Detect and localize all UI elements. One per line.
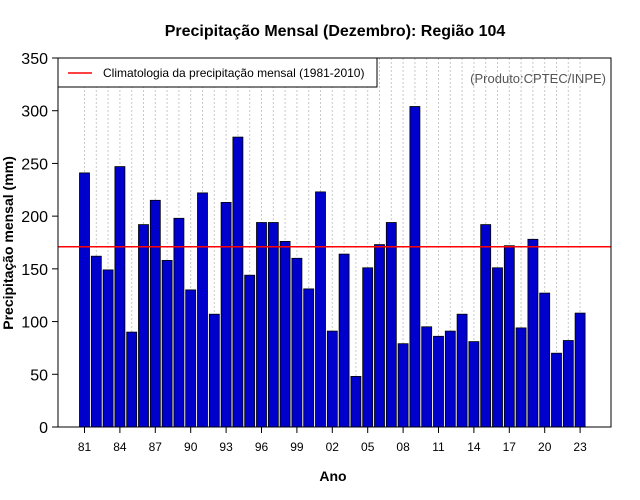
bar-1984 [114,166,126,428]
bar-1983 [102,269,114,428]
y-axis: 0 50 100 150 200 250 300 350 [21,51,58,437]
bar-1991 [197,192,208,428]
bar-2010 [421,326,433,428]
bar-2007 [385,222,397,428]
bar-1982 [90,255,102,428]
x-tick-label: 84 [113,440,127,454]
bar-2014 [468,341,480,428]
y-tick-label: 250 [21,156,48,173]
x-tick-label: 96 [255,440,269,454]
bar-2018 [515,327,527,428]
bar-1986 [138,224,149,428]
bar-2012 [444,330,456,428]
legend-box [57,57,378,88]
bar-2001 [315,191,326,428]
x-tick-label: 99 [290,440,304,454]
y-tick-label: 50 [30,367,48,384]
bar-2017 [503,245,515,428]
bar-2019 [527,238,539,428]
bar-1997 [267,222,279,428]
y-axis-title: Precipitação mensal (mm) [0,156,16,330]
bar-2004 [350,375,362,428]
bar-1981 [79,172,90,428]
x-axis: 81 84 87 90 93 96 99 02 05 08 11 14 17 20 23 [78,427,587,454]
bar-2015 [480,224,492,428]
bar-1994 [232,136,244,428]
y-tick-label: 100 [21,315,48,332]
x-tick-label: 11 [432,440,445,454]
x-tick-label: 23 [573,440,587,454]
bar-2020 [539,292,551,428]
y-tick-label: 300 [21,104,48,121]
bar-1999 [291,257,303,428]
bar-2011 [433,335,444,428]
bar-2022 [562,340,574,428]
bar-1987 [149,199,161,428]
bar-1995 [244,274,256,428]
y-tick-label: 200 [21,209,48,226]
x-axis-title: Ano [319,468,346,484]
x-tick-label: 17 [503,440,517,454]
chart-title: Precipitação Mensal (Dezembro): Região 1… [165,23,506,40]
y-tick-label: 150 [21,262,48,279]
x-tick-label: 02 [326,440,340,454]
bar-2013 [456,313,468,428]
bar-2003 [338,253,350,428]
bar-2016 [492,267,503,428]
bar-1993 [220,201,232,428]
bar-1989 [173,217,185,428]
bar-1988 [161,259,173,428]
x-tick-label: 87 [149,440,163,454]
x-tick-label: 90 [184,440,198,454]
bar-2006 [374,244,385,428]
bar-2008 [397,343,409,428]
bar-2005 [362,267,374,428]
bar-2021 [551,352,562,428]
legend: Climatologia da precipitação mensal (198… [57,57,378,88]
x-tick-label: 93 [219,440,233,454]
x-tick-label: 81 [78,440,92,454]
bar-1998 [279,240,291,428]
legend-label: Climatologia da precipitação mensal (198… [103,66,364,80]
bar-1996 [256,222,267,428]
x-tick-label: 05 [361,440,375,454]
bar-1992 [208,313,220,428]
x-tick-label: 14 [467,440,481,454]
bar-1990 [185,289,197,428]
y-tick-label: 0 [39,420,48,437]
source-annotation: (Produto:CPTEC/INPE) [470,71,606,86]
bar-1985 [126,331,138,428]
y-tick-label: 350 [21,51,48,68]
bar-2002 [326,330,338,428]
bar-2009 [409,106,421,428]
bar-2000 [303,288,315,428]
x-tick-label: 08 [396,440,410,454]
bars [79,106,586,428]
bar-2023 [574,312,586,428]
x-tick-label: 20 [538,440,552,454]
